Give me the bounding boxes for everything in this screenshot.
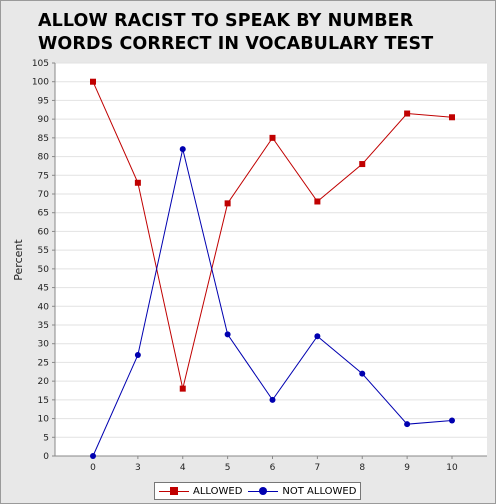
x-tick-label: 10 — [446, 463, 458, 473]
y-tick-label: 80 — [38, 153, 50, 163]
y-tick-label: 100 — [32, 78, 49, 88]
y-axis-label: Percent — [12, 239, 25, 281]
data-point-not-allowed — [134, 351, 141, 358]
x-tick-label: 3 — [135, 463, 141, 473]
y-tick-label: 60 — [38, 227, 50, 237]
x-tick-label: 7 — [315, 463, 321, 473]
x-tick-label: 8 — [359, 463, 365, 473]
data-point-not-allowed — [404, 421, 411, 428]
data-point-allowed — [179, 385, 186, 392]
y-tick-label: 105 — [32, 59, 49, 69]
y-tick-label: 25 — [38, 358, 49, 368]
x-tick-label: 9 — [404, 463, 410, 473]
data-point-allowed — [404, 110, 411, 117]
legend-allowed-label: ALLOWED — [193, 485, 243, 497]
y-tick-label: 40 — [38, 302, 50, 312]
y-tick-label: 15 — [38, 396, 49, 406]
data-point-allowed — [314, 198, 321, 205]
x-axis-ticks: 0 3 4 5 6 7 8 9 10 — [90, 456, 458, 473]
data-point-allowed — [269, 134, 276, 141]
chart-title: ALLOW RACIST TO SPEAK BY NUMBER WORDS CO… — [38, 11, 434, 54]
y-tick-label: 5 — [43, 433, 49, 443]
x-tick-label: 5 — [225, 463, 231, 473]
x-tick-label: 6 — [270, 463, 276, 473]
data-point-allowed — [134, 179, 141, 186]
x-tick-label: 0 — [90, 463, 96, 473]
legend: ALLOWED NOT ALLOWED — [154, 482, 362, 500]
legend-item-allowed: ALLOWED — [159, 486, 242, 497]
data-point-allowed — [224, 200, 231, 207]
y-tick-label: 70 — [38, 190, 50, 200]
data-point-not-allowed — [90, 453, 96, 459]
y-tick-label: 95 — [38, 96, 49, 106]
y-axis-ticks: 0 5 10 15 20 25 30 35 40 45 50 55 60 65 70 75 80 85 90 95 10… — [32, 59, 55, 462]
y-tick-label: 75 — [38, 171, 49, 181]
y-tick-label: 55 — [38, 246, 49, 256]
data-point-allowed — [359, 161, 366, 168]
y-tick-label: 20 — [38, 377, 50, 387]
legend-not-allowed-swatch — [248, 486, 279, 496]
legend-allowed-swatch — [159, 486, 189, 496]
y-tick-label: 85 — [38, 134, 49, 144]
y-tick-label: 0 — [43, 452, 49, 462]
data-point-allowed — [449, 114, 455, 121]
y-tick-label: 50 — [38, 265, 50, 275]
data-point-not-allowed — [359, 370, 366, 377]
y-tick-label: 45 — [38, 284, 49, 294]
legend-not-allowed-label: NOT ALLOWED — [282, 485, 357, 497]
data-point-not-allowed — [269, 396, 276, 403]
y-tick-label: 90 — [38, 115, 50, 125]
y-tick-label: 30 — [38, 340, 50, 350]
series-group — [90, 78, 455, 459]
y-tick-label: 65 — [38, 209, 49, 219]
x-tick-label: 4 — [180, 463, 186, 473]
data-point-allowed — [90, 78, 96, 85]
data-point-not-allowed — [314, 333, 321, 340]
y-tick-label: 10 — [38, 415, 50, 425]
data-point-not-allowed — [179, 146, 186, 153]
gridlines — [55, 62, 487, 438]
y-tick-label: 35 — [38, 321, 49, 331]
data-point-not-allowed — [224, 331, 231, 338]
plot-area — [55, 63, 487, 456]
data-point-not-allowed — [449, 417, 455, 424]
legend-item-not-allowed: NOT ALLOWED — [248, 486, 356, 497]
